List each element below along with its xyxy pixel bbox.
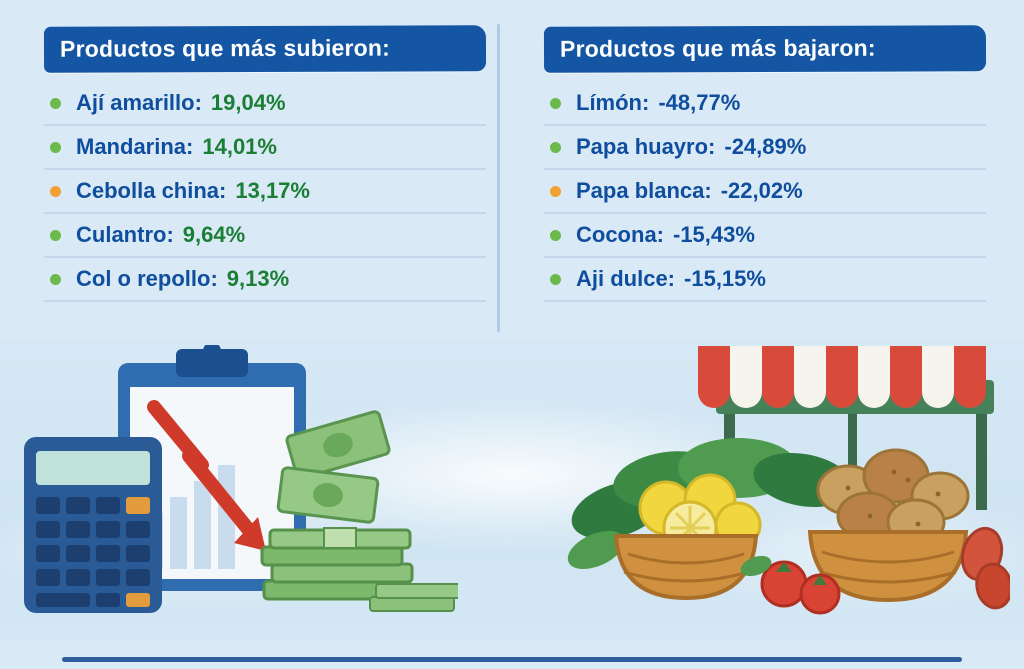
bullet-dot-icon — [550, 229, 561, 241]
bullet-dot-icon — [550, 273, 561, 285]
panel-up-title: Productos que más subieron: — [43, 25, 487, 73]
vertical-divider — [497, 24, 500, 332]
product-value: 14,01% — [202, 134, 277, 159]
list-item: Cebolla china: 13,17% — [44, 170, 486, 214]
market-illustration — [548, 340, 1010, 635]
awning-icon — [698, 346, 986, 408]
market-stall-icon — [698, 346, 994, 510]
list-item: Papa blanca: -22,02% — [544, 170, 986, 214]
product-label: Papa blanca: — [576, 178, 712, 203]
list-item: Papa huayro: -24,89% — [544, 126, 986, 170]
list-item: Col o repollo: 9,13% — [44, 258, 486, 302]
product-value: 13,17% — [235, 178, 310, 203]
product-label: Culantro: — [76, 222, 174, 247]
list-item: Cocona: -15,43% — [544, 214, 986, 258]
product-value: -22,02% — [720, 178, 803, 203]
bottom-rule — [62, 657, 962, 662]
product-value: -24,89% — [724, 134, 807, 159]
bullet-dot-icon — [50, 273, 61, 285]
product-value: 9,64% — [182, 222, 246, 247]
finance-illustration — [18, 345, 458, 630]
market-stall-produce-icon — [567, 346, 1010, 615]
product-label: Aji dulce: — [576, 266, 676, 291]
bullet-dot-icon — [550, 185, 561, 197]
product-label: Cebolla china: — [76, 178, 227, 203]
product-value: -48,77% — [658, 90, 741, 115]
product-label: Límón: — [576, 90, 650, 115]
product-value: -15,43% — [673, 222, 755, 247]
product-label: Col o repollo: — [76, 266, 218, 291]
lemon-basket-icon — [613, 473, 762, 601]
calculator-icon — [24, 437, 162, 613]
money-stack-icon — [260, 410, 458, 612]
product-value: -15,15% — [684, 266, 766, 291]
panel-down-title: Productos que más bajaron: — [543, 25, 987, 73]
panel-products-down: Productos que más bajaron: Límón: -48,77… — [543, 25, 987, 302]
product-label: Papa huayro: — [576, 134, 716, 159]
potato-basket-icon — [807, 448, 970, 603]
product-label: Mandarina: — [76, 134, 194, 159]
product-value: 19,04% — [210, 90, 286, 115]
calculator-clipboard-money-icon — [24, 345, 458, 613]
product-label: Ají amarillo: — [76, 90, 202, 115]
list-item: Aji dulce: -15,15% — [544, 258, 986, 302]
list-item: Mandarina: 14,01% — [44, 126, 486, 170]
list-item: Límón: -48,77% — [544, 82, 986, 126]
panels-row: Productos que más subieron: Ají amarillo… — [0, 0, 1024, 302]
panel-products-up: Productos que más subieron: Ají amarillo… — [43, 25, 487, 302]
bullet-dot-icon — [50, 229, 61, 241]
bullet-dot-icon — [50, 141, 61, 153]
red-fruit-icon — [960, 526, 1010, 610]
tomatoes-icon — [740, 555, 841, 615]
product-value: 9,13% — [226, 266, 290, 291]
list-item: Culantro: 9,64% — [44, 214, 486, 258]
bullet-dot-icon — [550, 141, 561, 153]
list-item: Ají amarillo: 19,04% — [44, 82, 486, 126]
bullet-dot-icon — [550, 97, 561, 109]
bullet-dot-icon — [50, 185, 61, 197]
bullet-dot-icon — [50, 97, 61, 109]
product-label: Cocona: — [576, 222, 664, 247]
